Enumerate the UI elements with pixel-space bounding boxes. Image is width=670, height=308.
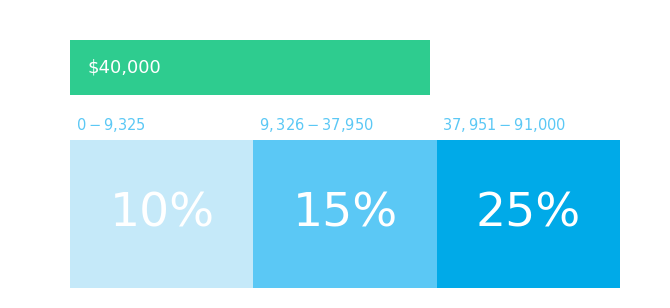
Text: 25%: 25% [476, 192, 581, 237]
FancyBboxPatch shape [437, 140, 620, 288]
FancyBboxPatch shape [253, 140, 437, 288]
FancyBboxPatch shape [70, 140, 253, 288]
Text: 15%: 15% [292, 192, 398, 237]
Text: $37,951 - $91,000: $37,951 - $91,000 [442, 116, 566, 134]
FancyBboxPatch shape [70, 40, 430, 95]
Text: $0 - $9,325: $0 - $9,325 [76, 116, 145, 134]
Text: 10%: 10% [109, 192, 214, 237]
Text: $9,326 - $37,950: $9,326 - $37,950 [259, 116, 374, 134]
Text: $40,000: $40,000 [87, 59, 161, 77]
